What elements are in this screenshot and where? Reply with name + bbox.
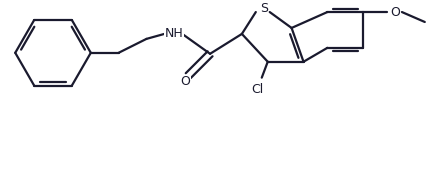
Text: O: O [180,75,190,88]
Text: Cl: Cl [252,83,264,96]
Text: O: O [390,6,400,19]
Text: NH: NH [165,27,184,40]
Text: S: S [260,1,268,15]
